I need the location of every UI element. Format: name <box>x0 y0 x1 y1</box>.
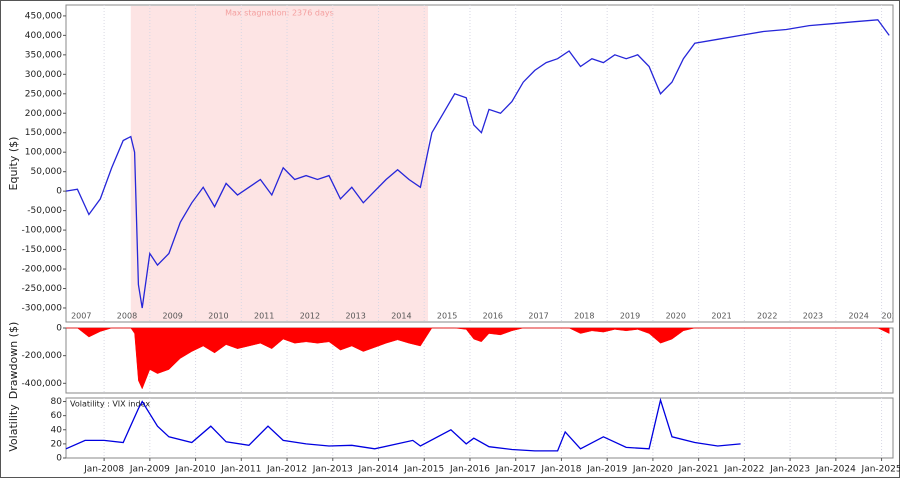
y-tick-label: 60 <box>51 411 63 421</box>
x-tick-label: Jan-2012 <box>266 465 307 475</box>
stagnation-band <box>130 6 429 321</box>
year-label: 2010 <box>208 312 228 321</box>
y-tick-label: 400,000 <box>25 31 62 41</box>
year-label: 2014 <box>391 312 411 321</box>
year-label: 2023 <box>803 312 823 321</box>
year-label: 2021 <box>711 312 731 321</box>
series-line <box>65 19 890 309</box>
y-tick-label: -250,000 <box>22 284 63 294</box>
y-axis-label: Equity ($) <box>7 137 20 191</box>
x-tick-label: Jan-2021 <box>678 465 719 475</box>
y-tick-label: -50,000 <box>27 206 62 216</box>
drawdown-area <box>66 327 890 390</box>
y-tick-label: 450,000 <box>25 11 62 21</box>
year-label: 202 <box>882 312 897 321</box>
year-label: 2011 <box>254 312 274 321</box>
x-tick-label: Jan-2025 <box>861 465 900 475</box>
band-label: Max stagnation: 2376 days <box>225 9 334 18</box>
year-label: 2024 <box>849 312 869 321</box>
y-tick-label: -200,000 <box>22 265 63 275</box>
y-tick-label: 300,000 <box>25 70 62 80</box>
x-tick-label: Jan-2009 <box>129 465 170 475</box>
y-tick-label: 0 <box>56 324 62 334</box>
y-tick-label: 20 <box>51 439 63 449</box>
y-tick-label: -100,000 <box>22 226 63 236</box>
y-tick-label: 350,000 <box>25 50 62 60</box>
y-tick-label: 80 <box>51 397 63 407</box>
y-tick-label: -400,000 <box>22 379 63 389</box>
y-tick-label: -300,000 <box>22 303 63 313</box>
annotation: Volatility : VIX index <box>70 400 150 409</box>
y-tick-label: 250,000 <box>25 89 62 99</box>
y-tick-label: -150,000 <box>22 245 63 255</box>
y-tick-label: 150,000 <box>25 128 62 138</box>
x-tick-label: Jan-2023 <box>769 465 810 475</box>
y-tick-label: 0 <box>56 454 62 464</box>
year-label: 2007 <box>71 312 91 321</box>
x-tick-label: Jan-2014 <box>357 465 398 475</box>
year-label: 2015 <box>437 312 457 321</box>
x-tick-label: Jan-2013 <box>312 465 353 475</box>
y-axis-label: Drawdown ($) <box>7 322 20 400</box>
x-tick-label: Jan-2018 <box>540 465 581 475</box>
x-tick-label: Jan-2011 <box>220 465 261 475</box>
year-label: 2017 <box>528 312 548 321</box>
year-label: 2018 <box>574 312 594 321</box>
plot-frame <box>65 397 894 459</box>
y-tick-label: 50,000 <box>31 167 63 177</box>
x-tick-label: Jan-2022 <box>723 465 764 475</box>
x-tick-label: Jan-2019 <box>586 465 627 475</box>
year-label: 2019 <box>620 312 640 321</box>
y-tick-label: 200,000 <box>25 109 62 119</box>
year-label: 2016 <box>483 312 503 321</box>
year-label: 2012 <box>300 312 320 321</box>
y-tick-label: 100,000 <box>25 148 62 158</box>
year-label: 2008 <box>117 312 137 321</box>
year-label: 2009 <box>163 312 183 321</box>
x-tick-label: Jan-2024 <box>815 465 856 475</box>
x-tick-label: Jan-2020 <box>632 465 673 475</box>
x-tick-label: Jan-2008 <box>83 465 124 475</box>
x-tick-label: Jan-2016 <box>449 465 490 475</box>
year-label: 2020 <box>666 312 686 321</box>
year-label: 2013 <box>345 312 365 321</box>
year-labels: 2007 2008 2009 2010 2011 2012 2013 2014 2015 2016… <box>71 312 897 321</box>
y-tick-label: 0 <box>56 187 62 197</box>
x-tick-label: Jan-2015 <box>403 465 444 475</box>
y-tick-label: 40 <box>51 425 63 435</box>
y-tick-label: -200,000 <box>22 351 63 361</box>
year-label: 2022 <box>757 312 777 321</box>
x-tick-label: Jan-2010 <box>175 465 216 475</box>
x-tick-label: Jan-2017 <box>495 465 536 475</box>
series-line <box>65 397 741 452</box>
y-axis-label: Volatility <box>7 404 20 452</box>
